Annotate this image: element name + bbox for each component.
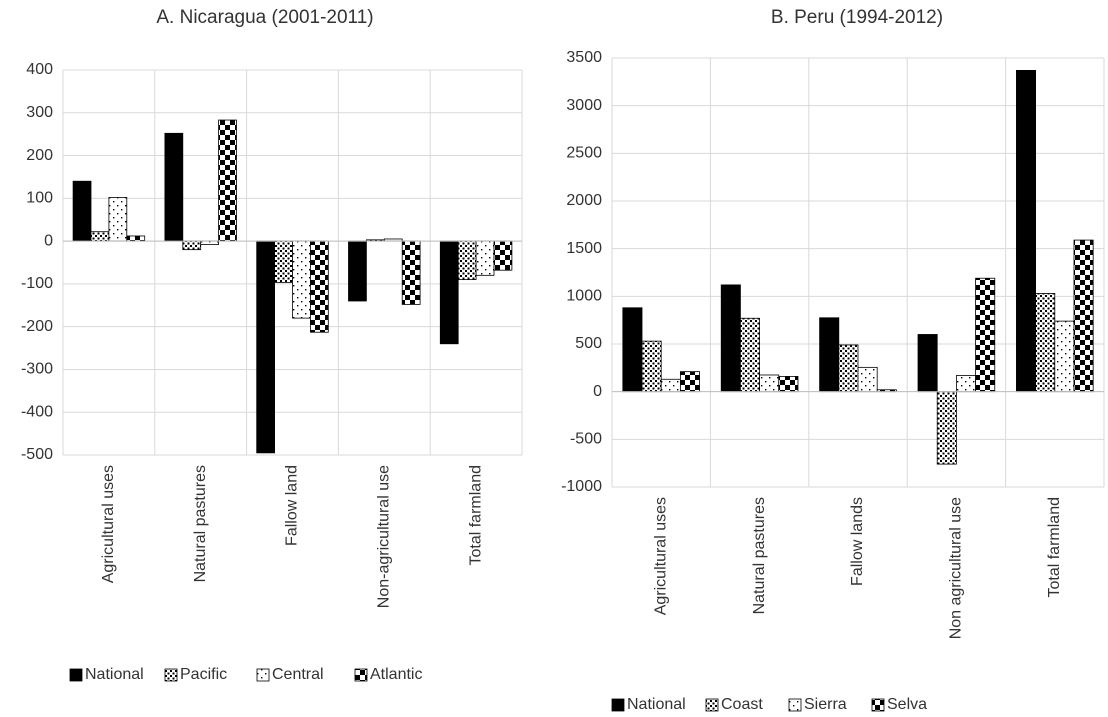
legend-swatch xyxy=(705,698,719,712)
bar xyxy=(778,376,799,393)
bar xyxy=(759,374,780,393)
bar xyxy=(936,391,957,465)
bar xyxy=(1016,69,1037,393)
bar xyxy=(622,307,643,393)
bar xyxy=(720,284,741,393)
legend-label: National xyxy=(85,666,144,683)
legend-swatch xyxy=(164,668,178,682)
x-tick-label: Total farmland xyxy=(1046,497,1063,598)
legend-swatch xyxy=(69,668,83,682)
legend-swatch xyxy=(256,668,270,682)
legend-label: Sierra xyxy=(804,696,847,713)
bar xyxy=(641,340,662,393)
bar xyxy=(401,240,421,305)
bar xyxy=(348,240,367,302)
legend-swatch xyxy=(611,698,625,712)
bar xyxy=(493,240,513,271)
y-tick-label: -200 xyxy=(21,318,53,335)
legend-swatch xyxy=(788,698,802,712)
legend-label: Pacific xyxy=(180,666,227,683)
y-tick-label: 0 xyxy=(44,232,53,249)
y-tick-label: 3500 xyxy=(566,49,602,66)
bar xyxy=(164,132,184,242)
y-tick-label: 3000 xyxy=(566,97,602,114)
bar xyxy=(108,197,128,242)
bar xyxy=(126,235,146,242)
y-tick-label: 1000 xyxy=(566,288,602,305)
bar xyxy=(439,240,459,345)
x-tick-label: Agricultural uses xyxy=(652,497,669,615)
bar xyxy=(1035,293,1056,393)
y-tick-label: 300 xyxy=(26,104,53,121)
y-tick-label: -500 xyxy=(570,431,602,448)
y-tick-label: -300 xyxy=(21,361,53,378)
legend-label: Coast xyxy=(721,696,763,713)
legend-label: Central xyxy=(272,666,324,683)
bar xyxy=(740,317,760,393)
bar xyxy=(1054,320,1075,393)
x-tick-label: Total farmland xyxy=(467,465,484,566)
bar xyxy=(679,371,700,393)
x-tick-label: Non agricultural use xyxy=(948,497,965,639)
chart-title: A. Nicaragua (2001-2011) xyxy=(156,7,373,28)
bar xyxy=(857,366,878,393)
x-tick-label: Fallow land xyxy=(284,465,301,546)
legend-swatch xyxy=(871,698,885,712)
legend-swatch xyxy=(354,668,368,682)
bar xyxy=(975,277,996,393)
bar xyxy=(819,317,840,393)
y-tick-label: 2500 xyxy=(566,145,602,162)
y-tick-label: 200 xyxy=(26,147,53,164)
bar xyxy=(200,240,220,245)
legend-label: Selva xyxy=(887,696,927,713)
y-tick-label: -100 xyxy=(21,275,53,292)
y-tick-label: 1500 xyxy=(566,240,602,257)
bar xyxy=(256,240,275,454)
x-tick-label: Natural pastures xyxy=(751,497,768,614)
y-tick-label: -400 xyxy=(21,403,53,420)
bar xyxy=(956,375,976,393)
chart-title: B. Peru (1994-2012) xyxy=(771,7,943,28)
bar xyxy=(274,240,293,284)
x-tick-label: Fallow lands xyxy=(849,497,866,586)
bar xyxy=(182,240,202,251)
legend-label: Atlantic xyxy=(370,666,422,683)
x-tick-label: Non-agricultural use xyxy=(376,465,393,608)
x-tick-label: Agricultural uses xyxy=(100,465,117,583)
bar xyxy=(457,240,477,281)
bar xyxy=(90,231,110,242)
bar xyxy=(72,180,92,242)
bar xyxy=(218,119,237,242)
y-tick-label: 0 xyxy=(593,383,602,400)
y-tick-label: 500 xyxy=(575,335,602,352)
y-tick-label: -500 xyxy=(21,446,53,463)
legend-label: National xyxy=(627,696,686,713)
x-tick-label: Natural pastures xyxy=(192,465,209,582)
bar xyxy=(310,240,329,333)
bar xyxy=(838,344,859,393)
y-tick-label: 2000 xyxy=(566,192,602,209)
bar xyxy=(475,240,495,276)
bar xyxy=(292,240,311,319)
bar xyxy=(917,334,938,393)
bar xyxy=(660,378,681,393)
y-tick-label: -1000 xyxy=(561,478,602,495)
y-tick-label: 400 xyxy=(26,61,53,78)
y-tick-label: 100 xyxy=(26,190,53,207)
bar xyxy=(1073,239,1094,393)
